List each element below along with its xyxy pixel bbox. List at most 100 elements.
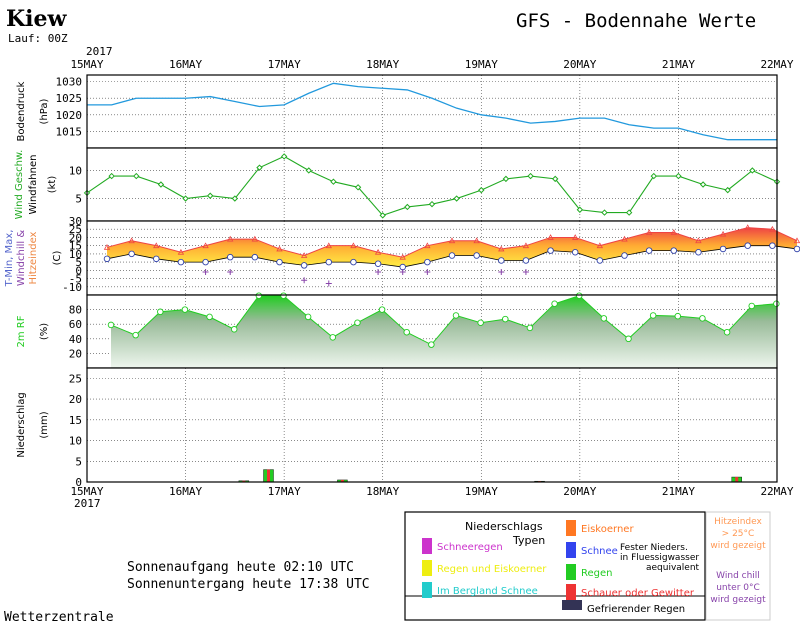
tmin-point	[103, 255, 111, 263]
x-tick-label-bottom: 17MAY	[268, 485, 301, 498]
humidity-point	[255, 292, 263, 299]
x-tick-labels-top: 15MAY 16MAY 17MAY 18MAY 19MAY 20MAY 21MAY 22MAY	[70, 58, 793, 71]
panel-bg	[87, 75, 777, 148]
tmax-point	[547, 234, 554, 240]
humidity-point	[551, 300, 558, 308]
y-tick-label: 1025	[56, 92, 83, 105]
wind-point	[576, 206, 584, 213]
wind-point	[182, 195, 189, 202]
x-tick-label-bottom: 22MAY	[760, 485, 793, 498]
tmin-point	[793, 245, 800, 253]
y-tick-label: 60	[69, 318, 82, 331]
tmin-point	[300, 262, 308, 269]
tmax-point	[719, 230, 727, 237]
pressure-line	[87, 82, 777, 141]
humidity-point	[157, 308, 164, 316]
shower-bar	[735, 477, 739, 482]
x-tick-label-top: 20MAY	[563, 58, 596, 71]
wind-point	[231, 195, 239, 202]
tmin-point	[276, 258, 283, 266]
y-axis-unit: (mm)	[39, 411, 50, 438]
tmin-point	[325, 258, 333, 266]
y-tick-label: 5	[75, 455, 82, 468]
wind-point	[527, 172, 534, 180]
humidity-point	[674, 312, 682, 320]
legend-swatch	[562, 600, 582, 610]
temp-band	[107, 227, 797, 268]
humidity-point	[748, 302, 755, 310]
tmax-line	[106, 227, 798, 258]
tmin-point	[226, 253, 234, 261]
humidity-point	[280, 292, 287, 299]
panel-frame	[86, 367, 778, 483]
sunset-text: Sonnenuntergang heute 17:38 UTC	[127, 577, 370, 592]
y-tick-label: 0	[75, 476, 82, 489]
y-tick-label: -10	[62, 281, 82, 294]
panel-pressure: 1015 1020 1025 1030 Bodendruck (hPa)	[16, 74, 778, 149]
tmax-point	[448, 237, 456, 244]
y-tick-label: 15	[69, 414, 82, 427]
tmax-point	[744, 224, 751, 230]
svg-text:Wind chill: Wind chill	[716, 571, 760, 581]
legend-item-label: Im Bergland Schnee	[437, 586, 538, 597]
x-tick-label-bottom: 18MAY	[366, 485, 399, 498]
panel-precipitation: 0 5 10 15 20 25 Niederschlag (mm)	[16, 367, 778, 489]
legend-swatch	[566, 520, 576, 536]
tmin-point	[621, 252, 628, 259]
y-axis-unit: (%)	[39, 323, 50, 340]
heat-index-note: Hitzeindex > 25°C wird gezeigt Wind chil…	[705, 511, 771, 621]
wind-point	[502, 175, 510, 183]
y-axis-unit: (kt)	[47, 176, 58, 194]
tmin-point	[128, 250, 135, 258]
legend-item-label: Eiskoerner	[581, 524, 634, 535]
windchill-mark	[522, 268, 529, 275]
tmin-point	[374, 260, 382, 268]
tmax-point	[251, 235, 259, 242]
x-tick-label-bottom: 15MAY	[70, 485, 103, 498]
tmax-point	[424, 242, 431, 249]
y-tick-label: 1020	[56, 109, 83, 122]
humidity-point	[206, 313, 213, 321]
legend-frame	[404, 511, 706, 621]
legend-title-2: Typen	[512, 534, 545, 547]
tmin-point	[424, 258, 431, 266]
wind-point	[724, 186, 731, 194]
humidity-point	[329, 334, 337, 341]
y-tick-label: 40	[69, 333, 82, 346]
tmin-point	[522, 257, 530, 264]
tmin-point	[571, 248, 579, 256]
svg-text:> 25°C: > 25°C	[722, 529, 755, 539]
wind-point	[552, 175, 559, 183]
tmax-point	[399, 253, 406, 260]
y-tick-label: -5	[69, 273, 82, 286]
wind-point	[379, 212, 386, 219]
legend-item-label: Regen	[581, 568, 613, 579]
tmax-point	[793, 237, 800, 244]
city-title: Kiew	[6, 6, 67, 32]
wind-point	[650, 172, 657, 180]
humidity-line	[110, 295, 777, 346]
wind-point	[280, 153, 288, 160]
y-tick-label: 15	[69, 240, 82, 253]
tmin-point	[251, 253, 259, 261]
x-tick-label-bottom: 20MAY	[563, 485, 596, 498]
legend-swatch	[566, 564, 576, 580]
legend-note-2: in Fluessigwasser	[620, 553, 699, 563]
y-axis-label: Wind Geschw.	[14, 150, 25, 220]
x-tick-label-top: 16MAY	[169, 58, 202, 71]
legend-item-label: Schauer oder Gewitter	[581, 588, 695, 599]
wind-point	[354, 184, 362, 191]
chart-title: GFS - Bodennahe Werte	[516, 10, 756, 32]
y-tick-label: 20	[69, 347, 82, 360]
tmin-point	[719, 245, 727, 253]
tmax-point	[227, 235, 234, 242]
legend-note-3: aequivalent	[646, 563, 700, 573]
y-tick-label: 30	[69, 215, 82, 228]
humidity-point	[502, 315, 509, 323]
humidity-point	[699, 315, 706, 322]
humidity-point	[132, 331, 139, 339]
tmax-point	[128, 237, 135, 244]
